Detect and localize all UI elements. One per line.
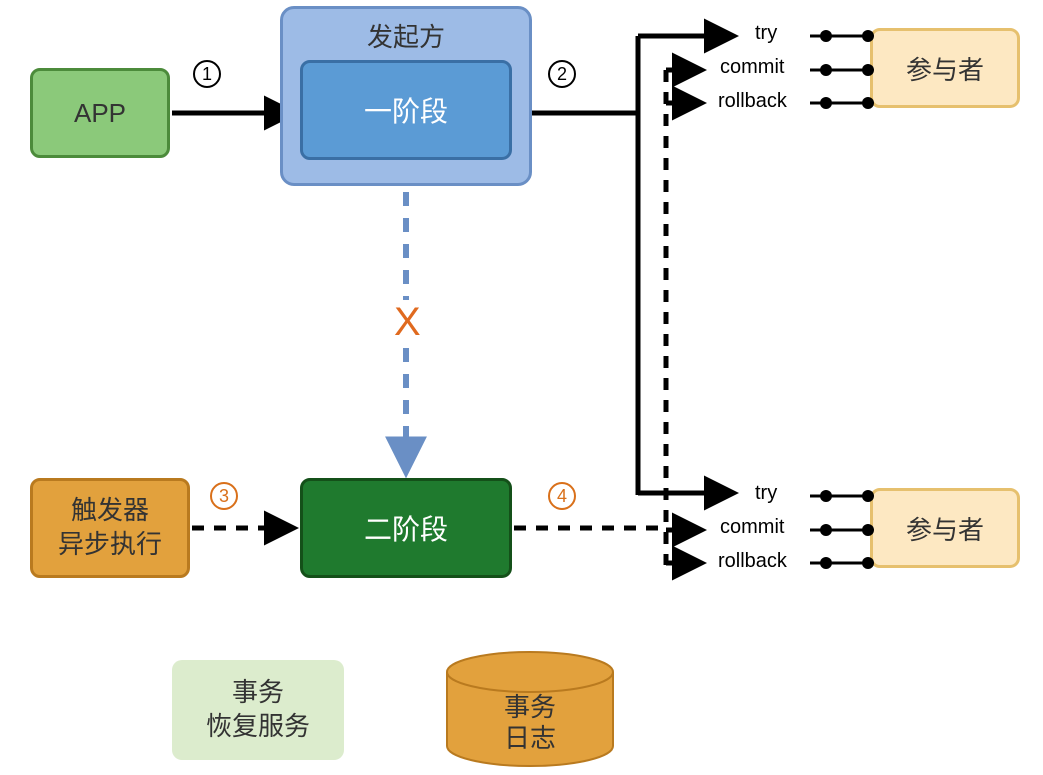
dot	[862, 524, 874, 536]
x-mark: X	[390, 300, 425, 345]
trigger-label-1: 触发器	[71, 494, 149, 528]
recovery-label-2: 恢复服务	[206, 710, 310, 744]
trigger-label-2: 异步执行	[58, 528, 162, 562]
dot	[862, 557, 874, 569]
phase1-label: 一阶段	[364, 90, 448, 130]
p1-try-label: try	[755, 22, 777, 45]
phase1-box: 一阶段	[300, 60, 512, 160]
trigger-box: 触发器 异步执行	[30, 478, 190, 578]
phase2-box: 二阶段	[300, 478, 512, 578]
participant1-label: 参与者	[906, 50, 984, 87]
step-1: 1	[193, 60, 221, 88]
dot	[820, 490, 832, 502]
dot	[820, 30, 832, 42]
dot	[862, 64, 874, 76]
dot	[862, 30, 874, 42]
p1-rollback-label: rollback	[718, 90, 787, 113]
cylinder-label-2: 日志	[445, 723, 615, 754]
p2-try-label: try	[755, 482, 777, 505]
p2-rollback-label: rollback	[718, 550, 787, 573]
log-cylinder: 事务 日志	[445, 650, 615, 768]
p2-commit-label: commit	[720, 516, 784, 539]
participant2-label: 参与者	[906, 510, 984, 547]
phase2-label: 二阶段	[364, 508, 448, 548]
step-3: 3	[210, 482, 238, 510]
participant2-box: 参与者	[870, 488, 1020, 568]
step-4: 4	[548, 482, 576, 510]
participant1-box: 参与者	[870, 28, 1020, 108]
dot	[820, 64, 832, 76]
dot	[820, 524, 832, 536]
initiator-label: 发起方	[367, 17, 445, 54]
app-label: APP	[74, 98, 126, 129]
recovery-label-1: 事务	[232, 676, 284, 710]
p1-commit-label: commit	[720, 56, 784, 79]
app-box: APP	[30, 68, 170, 158]
cylinder-label-1: 事务	[445, 692, 615, 723]
step-2: 2	[548, 60, 576, 88]
recovery-box: 事务 恢复服务	[172, 660, 344, 760]
dot	[862, 97, 874, 109]
dot	[862, 490, 874, 502]
dot	[820, 97, 832, 109]
dot	[820, 557, 832, 569]
